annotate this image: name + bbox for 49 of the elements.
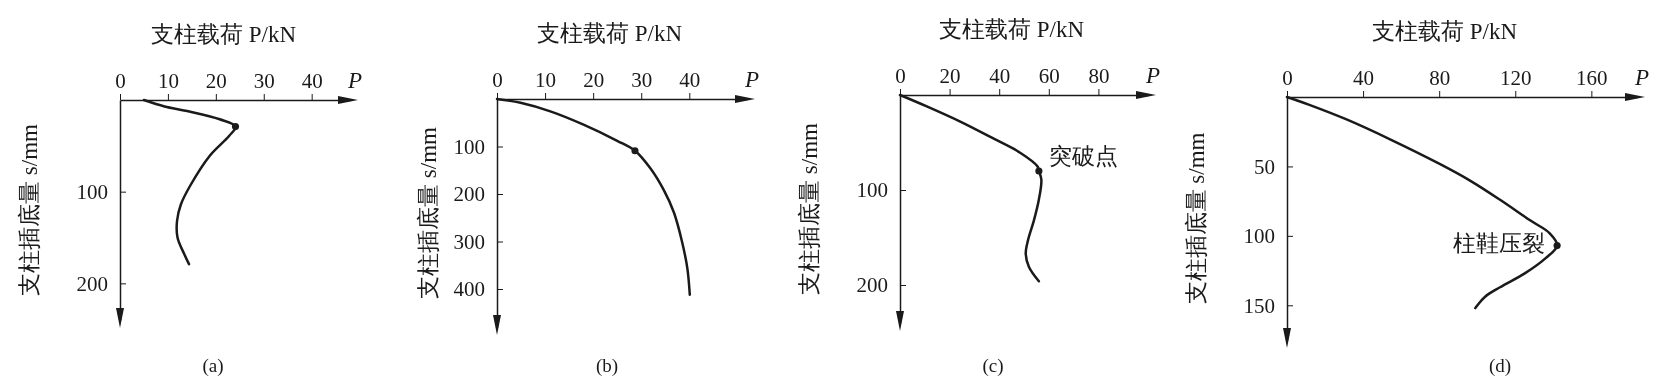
- y-axis-title: 支柱插底量 s/mm: [1184, 132, 1210, 305]
- y-tick-label: 400: [453, 277, 485, 302]
- y-tick-label: 100: [76, 179, 108, 204]
- y-tick-label: 200: [856, 273, 888, 298]
- y-tick-label: 100: [856, 178, 888, 203]
- x-tick-label: 20: [583, 68, 605, 92]
- annotation: 突破点: [1048, 144, 1118, 170]
- x-tick-label: 0: [895, 64, 906, 88]
- y-tick-label: 100: [1243, 224, 1275, 249]
- text: P: [347, 68, 363, 93]
- x-tick-label: 40: [301, 69, 323, 93]
- x-tick-label: 20: [205, 69, 227, 93]
- x-tick-label: 30: [253, 69, 275, 93]
- x-tick-label: 40: [679, 68, 701, 92]
- y-tick-label: 200: [453, 182, 485, 207]
- text: P: [1634, 65, 1650, 90]
- text: (d): [1488, 355, 1512, 377]
- x-axis-title: 支柱载荷 P/kN: [150, 22, 297, 47]
- x-axis-title: 支柱载荷 P/kN: [536, 21, 683, 46]
- text: (a): [202, 355, 224, 377]
- y-axis-title: 支柱插底量 s/mm: [797, 122, 823, 295]
- x-tick-label: 40: [989, 64, 1011, 88]
- x-axis-title: 支柱载荷 P/kN: [939, 17, 1085, 42]
- text: (b): [595, 355, 619, 377]
- text: P: [1145, 63, 1161, 88]
- x-tick-label: 0: [492, 68, 503, 92]
- x-tick-label: 40: [1353, 66, 1375, 90]
- y-tick-label: 300: [453, 229, 485, 254]
- y-tick-label: 50: [1254, 154, 1275, 179]
- x-tick-label: 80: [1429, 66, 1451, 90]
- x-tick-label: 60: [1038, 64, 1060, 88]
- x-tick-label: 30: [631, 68, 653, 92]
- y-tick-label: 200: [76, 271, 108, 296]
- x-tick-label: 20: [939, 64, 961, 88]
- x-axis-title: 支柱载荷 P/kN: [1371, 19, 1518, 44]
- x-tick-label: 80: [1088, 64, 1110, 88]
- x-tick-label: 10: [535, 68, 557, 92]
- y-tick-label: 100: [453, 134, 485, 159]
- text: (c): [982, 355, 1004, 377]
- x-tick-label: 160: [1576, 66, 1608, 90]
- text: P: [744, 67, 760, 92]
- y-tick-label: 150: [1243, 293, 1275, 318]
- x-tick-label: 10: [157, 69, 179, 93]
- x-tick-label: 0: [115, 69, 126, 93]
- y-axis-title: 支柱插底量 s/mm: [416, 126, 442, 299]
- x-tick-label: 120: [1500, 66, 1532, 90]
- annotation: 柱鞋压裂: [1453, 230, 1546, 256]
- y-axis-title: 支柱插底量 s/mm: [17, 123, 43, 296]
- x-tick-label: 0: [1282, 66, 1293, 90]
